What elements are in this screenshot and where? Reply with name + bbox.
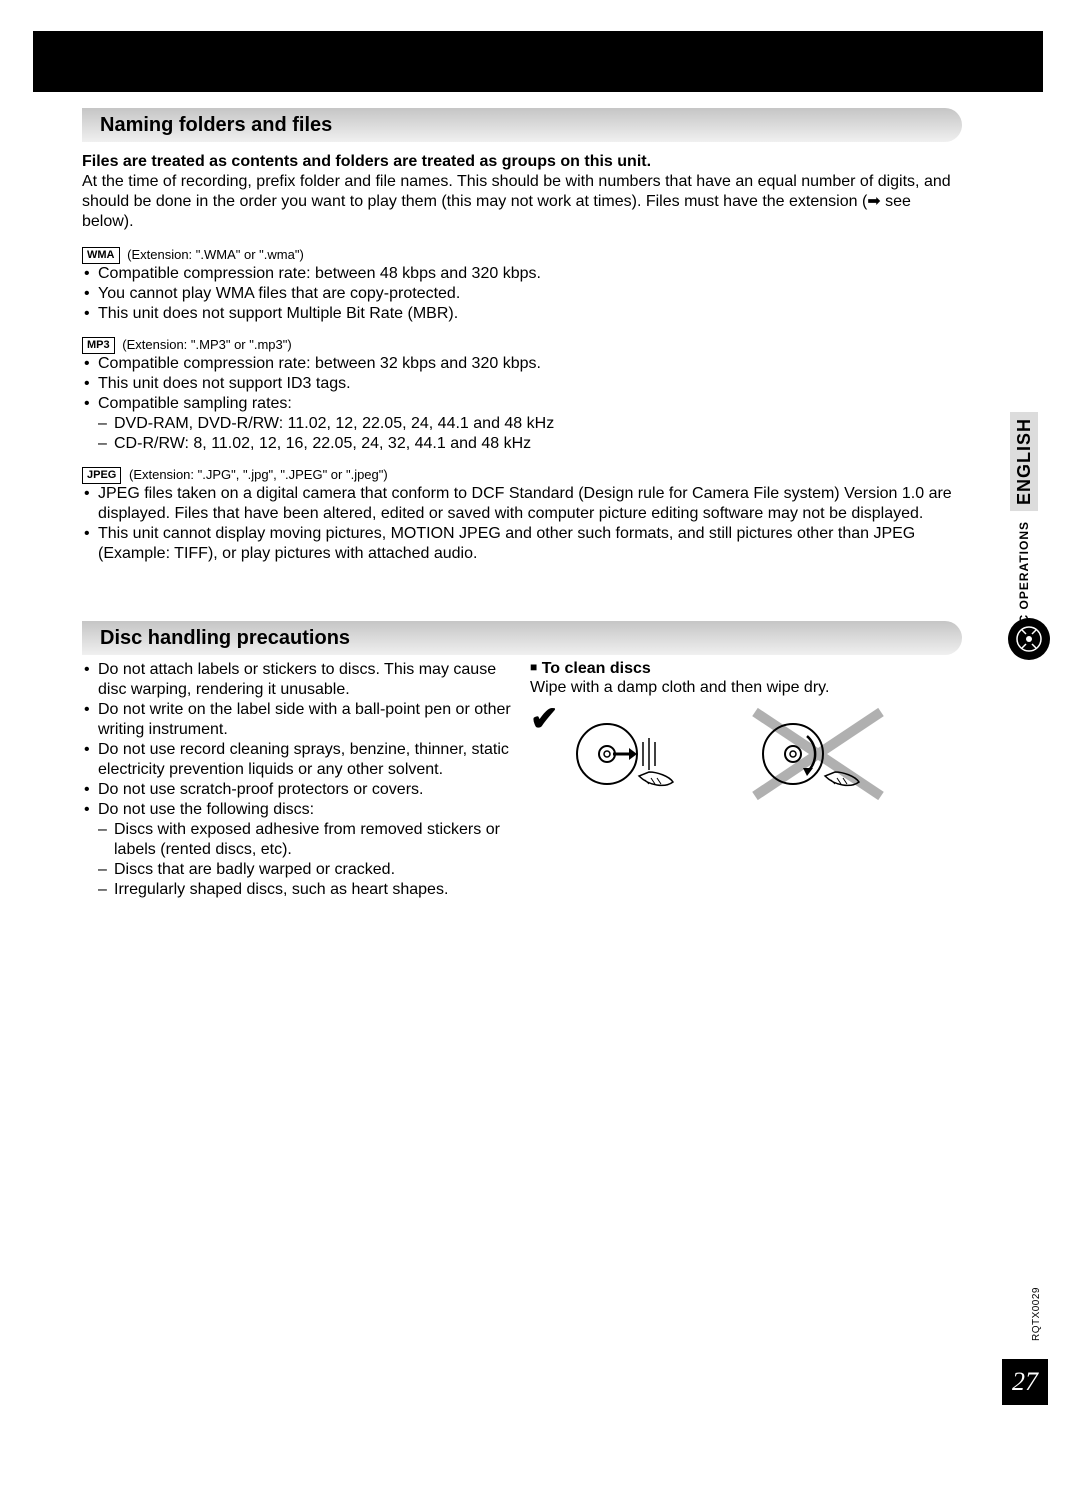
handling-sub-bullets: Discs with exposed adhesive from removed… xyxy=(98,820,512,900)
section-heading-handling: Disc handling precautions xyxy=(82,621,962,655)
jpeg-bullets: JPEG files taken on a digital camera tha… xyxy=(82,484,962,564)
wma-bullet: This unit does not support Multiple Bit … xyxy=(82,304,962,324)
mp3-bullet: Compatible compression rate: between 32 … xyxy=(82,354,962,374)
mp3-label: MP3 xyxy=(82,337,115,354)
mp3-ext-line: MP3 (Extension: ".MP3" or ".mp3") xyxy=(82,336,962,354)
wma-ext: (Extension: ".WMA" or ".wma") xyxy=(127,247,304,262)
side-language-label: ENGLISH xyxy=(1010,412,1038,511)
jpeg-ext-line: JPEG (Extension: ".JPG", ".jpg", ".JPEG"… xyxy=(82,466,962,484)
clean-wrong-figure xyxy=(747,706,897,802)
section-heading-naming-text: Naming folders and files xyxy=(100,114,332,137)
naming-lead-body: At the time of recording, prefix folder … xyxy=(82,172,962,232)
handling-sub-bullet: Irregularly shaped discs, such as heart … xyxy=(98,880,512,900)
wma-bullets: Compatible compression rate: between 48 … xyxy=(82,264,962,324)
naming-content: Files are treated as contents and folder… xyxy=(82,152,962,564)
document-code: RQTX0029 xyxy=(1031,1287,1042,1341)
disc-wipe-correct-icon xyxy=(561,706,711,802)
handling-bullet: Do not use scratch-proof protectors or c… xyxy=(82,780,512,800)
handling-sub-bullet: Discs with exposed adhesive from removed… xyxy=(98,820,512,860)
page-number-text: 27 xyxy=(1012,1367,1038,1397)
disc-wipe-wrong-icon xyxy=(747,706,897,802)
section-heading-handling-text: Disc handling precautions xyxy=(100,627,350,650)
handling-content: Do not attach labels or stickers to disc… xyxy=(82,660,962,900)
handling-columns: Do not attach labels or stickers to disc… xyxy=(82,660,962,900)
wma-label: WMA xyxy=(82,247,120,264)
handling-bullet: Do not use the following discs: Discs wi… xyxy=(82,800,512,900)
mp3-bullets: Compatible compression rate: between 32 … xyxy=(82,354,962,454)
handling-bullet: Do not use record cleaning sprays, benzi… xyxy=(82,740,512,780)
manual-page: Naming folders and files Files are treat… xyxy=(0,0,1080,1491)
page-number: 27 xyxy=(1002,1359,1048,1405)
mp3-sampling: DVD-RAM, DVD-R/RW: 11.02, 12, 22.05, 24,… xyxy=(98,414,962,434)
jpeg-bullet: This unit cannot display moving pictures… xyxy=(82,524,962,564)
mp3-bullet-text: Compatible sampling rates: xyxy=(98,395,292,412)
jpeg-ext: (Extension: ".JPG", ".jpg", ".JPEG" or "… xyxy=(129,467,388,482)
handling-bullets: Do not attach labels or stickers to disc… xyxy=(82,660,512,900)
mp3-sampling: CD-R/RW: 8, 11.02, 12, 16, 22.05, 24, 32… xyxy=(98,434,962,454)
handling-bullet: Do not write on the label side with a ba… xyxy=(82,700,512,740)
disc-operations-icon xyxy=(1006,616,1052,662)
jpeg-bullet: JPEG files taken on a digital camera tha… xyxy=(82,484,962,524)
check-icon: ✔ xyxy=(530,706,559,733)
wma-ext-line: WMA (Extension: ".WMA" or ".wma") xyxy=(82,246,962,264)
mp3-ext: (Extension: ".MP3" or ".mp3") xyxy=(122,337,291,352)
clean-correct-figure: ✔ xyxy=(530,706,711,802)
side-tab: ENGLISH DISC OPERATIONS xyxy=(1000,382,1048,646)
clean-discs-head-text: To clean discs xyxy=(542,660,651,677)
handling-bullet: Do not attach labels or stickers to disc… xyxy=(82,660,512,700)
mp3-sampling-sub: DVD-RAM, DVD-R/RW: 11.02, 12, 22.05, 24,… xyxy=(98,414,962,454)
clean-discs-body: Wipe with a damp cloth and then wipe dry… xyxy=(530,678,962,698)
handling-right-col: ■ To clean discs Wipe with a damp cloth … xyxy=(530,660,962,900)
mp3-bullet: This unit does not support ID3 tags. xyxy=(82,374,962,394)
handling-left-col: Do not attach labels or stickers to disc… xyxy=(82,660,512,900)
wma-bullet: You cannot play WMA files that are copy-… xyxy=(82,284,962,304)
mp3-bullet: Compatible sampling rates: DVD-RAM, DVD-… xyxy=(82,394,962,454)
clean-discs-figures: ✔ xyxy=(530,706,962,802)
handling-bullet-text: Do not use the following discs: xyxy=(98,801,314,818)
naming-lead-bold: Files are treated as contents and folder… xyxy=(82,152,962,172)
handling-sub-bullet: Discs that are badly warped or cracked. xyxy=(98,860,512,880)
jpeg-label: JPEG xyxy=(82,467,121,484)
wma-bullet: Compatible compression rate: between 48 … xyxy=(82,264,962,284)
top-black-bar xyxy=(33,31,1043,92)
section-heading-naming: Naming folders and files xyxy=(82,108,962,142)
clean-discs-head: ■ To clean discs xyxy=(530,660,962,678)
